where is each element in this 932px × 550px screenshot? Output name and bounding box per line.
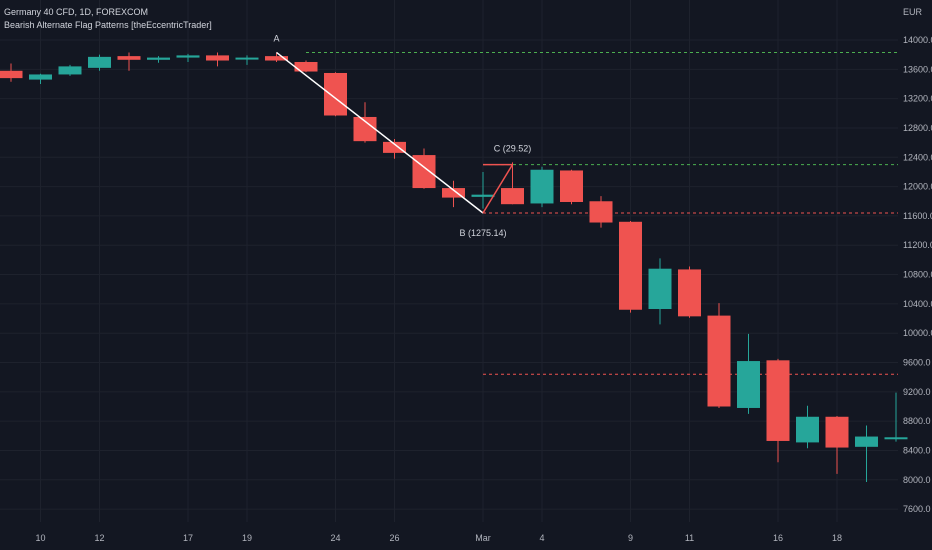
candle-body-bear: [825, 416, 849, 448]
candle-body-bull: [530, 169, 554, 204]
candle-body-bull: [884, 437, 908, 440]
y-tick-label: 8000.0: [903, 475, 931, 485]
y-tick-label: 12400.0: [903, 152, 932, 162]
pattern-label-b: B (1275.14): [459, 228, 506, 238]
x-tick-label: 10: [35, 533, 45, 543]
x-tick-label: 17: [183, 533, 193, 543]
candle-body-bear: [560, 170, 583, 202]
candle-body-bear: [442, 188, 465, 198]
candle-body-bear: [707, 315, 731, 407]
candle-body-bull: [29, 74, 52, 80]
candle-body-bear: [265, 56, 288, 61]
y-tick-label: 10800.0: [903, 270, 932, 280]
price-axis[interactable]: EUR 14000.0 13600.0 13200.0 12800.0 12400.0 1…: [903, 7, 932, 514]
candle-body-bull: [855, 436, 878, 447]
grid: [0, 0, 898, 522]
y-tick-label: 12800.0: [903, 123, 932, 133]
y-tick-label: 9600.0: [903, 358, 931, 368]
y-tick-label: 14000.0: [903, 35, 932, 45]
candle-body-bull: [796, 416, 819, 443]
x-tick-label: 18: [832, 533, 842, 543]
y-tick-label: 12000.0: [903, 182, 932, 192]
chart-legend: Germany 40 CFD, 1D, FOREXCOM Bearish Alt…: [4, 6, 212, 32]
x-tick-label: 9: [628, 533, 633, 543]
time-axis[interactable]: 10 12 17 19 24 26 Mar 4 9 11 16 18: [35, 533, 842, 543]
x-tick-label: 26: [389, 533, 399, 543]
candle-body-bear: [294, 61, 318, 72]
candle-body-bear: [589, 201, 613, 223]
symbol-line: Germany 40 CFD, 1D, FOREXCOM: [4, 7, 149, 17]
y-tick-label: 13200.0: [903, 94, 932, 104]
candle-body-bear: [117, 56, 141, 60]
pattern-leg-bc: [482, 164, 514, 214]
candle-body-bull: [235, 57, 259, 60]
y-tick-label: 10400.0: [903, 299, 932, 309]
candle-body-bull: [737, 361, 760, 408]
candle-body-bear: [383, 141, 406, 153]
currency-label: EUR: [903, 7, 923, 17]
candles: [0, 52, 908, 482]
candle-body-bear: [353, 116, 377, 142]
y-tick-label: 9200.0: [903, 387, 931, 397]
y-tick-label: 11600.0: [903, 211, 932, 221]
y-tick-label: 13600.0: [903, 64, 932, 74]
x-tick-label: Mar: [475, 533, 491, 543]
y-tick-label: 8800.0: [903, 416, 931, 426]
candle-body-bull: [471, 194, 495, 197]
x-tick-label: 19: [242, 533, 252, 543]
x-tick-label: 4: [539, 533, 544, 543]
candle-body-bear: [766, 360, 790, 441]
candle-body-bear: [324, 72, 347, 116]
x-tick-label: 12: [94, 533, 104, 543]
candle-body-bear: [206, 55, 229, 61]
x-tick-label: 11: [685, 533, 694, 543]
candle-body-bull: [147, 57, 170, 60]
candle-body-bear: [678, 269, 701, 317]
candle-body-bear: [0, 70, 23, 79]
level-lines: [306, 51, 898, 375]
candle-body-bear: [501, 188, 524, 205]
candle-body-bull: [648, 268, 672, 310]
x-tick-label: 16: [773, 533, 783, 543]
candle-body-bull: [88, 56, 111, 68]
y-tick-label: 8400.0: [903, 445, 931, 455]
y-tick-label: 11200.0: [903, 240, 932, 250]
pattern-label-a: A: [273, 33, 279, 43]
pattern-lines: A B (1275.14) C (29.52): [273, 33, 531, 238]
y-tick-label: 7600.0: [903, 504, 931, 514]
pattern-leg-ab: [276, 51, 484, 214]
candle-body-bear: [619, 221, 642, 310]
pattern-label-c: C (29.52): [494, 144, 532, 154]
x-tick-label: 24: [330, 533, 340, 543]
indicator-line: Bearish Alternate Flag Patterns [theEcce…: [4, 20, 212, 30]
y-tick-label: 10000.0: [903, 328, 932, 338]
candle-body-bull: [176, 55, 200, 58]
candle-body-bull: [58, 66, 82, 75]
